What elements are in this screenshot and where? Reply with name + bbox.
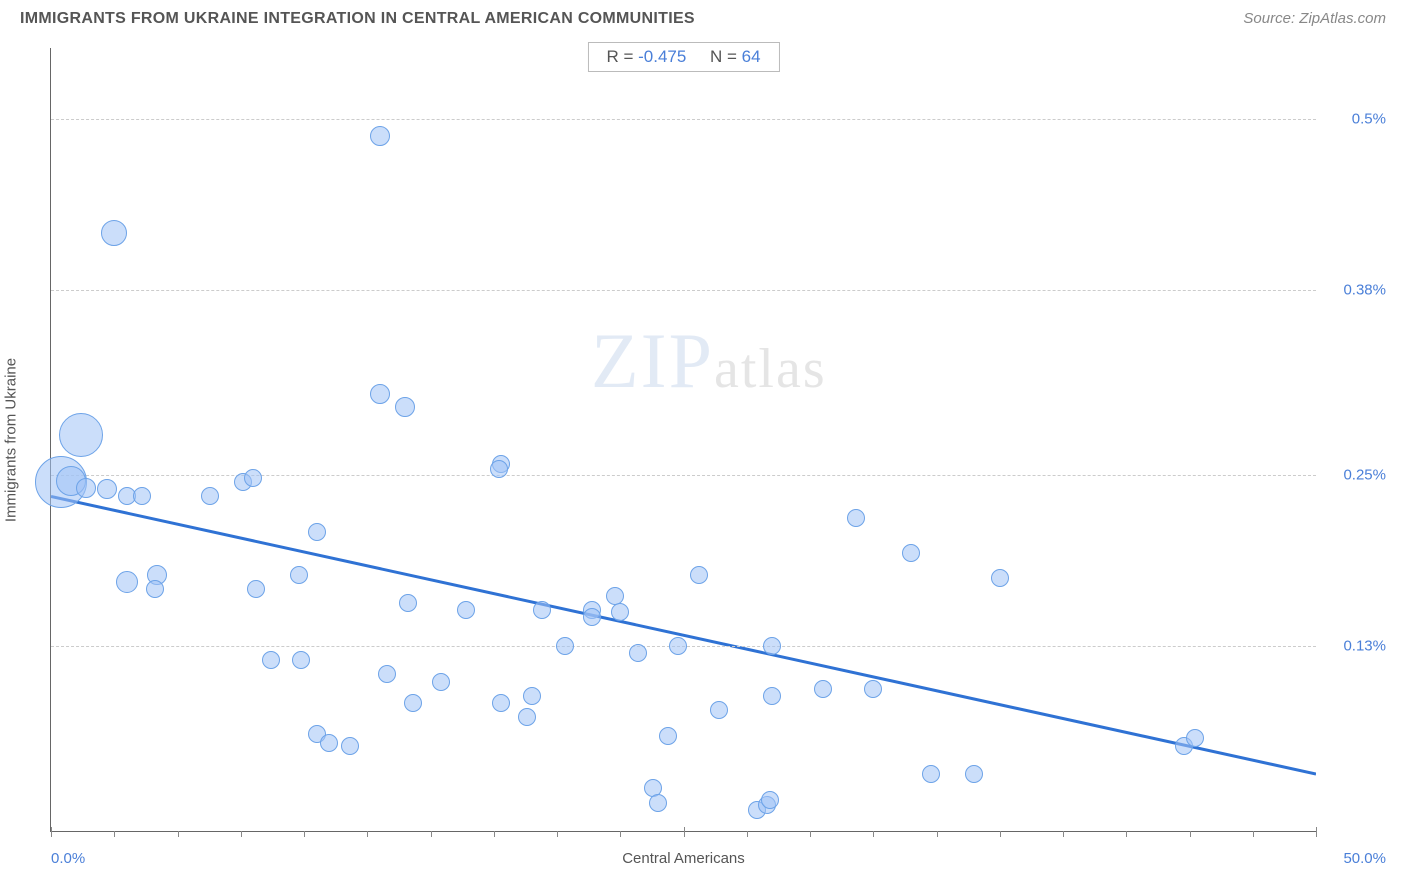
data-point: [710, 701, 728, 719]
x-axis-label: Central Americans: [622, 850, 745, 867]
x-tick: [810, 831, 811, 837]
stats-box: R = -0.475 N = 64: [587, 42, 779, 72]
data-point: [556, 637, 574, 655]
data-point: [533, 601, 551, 619]
watermark-tail: atlas: [714, 338, 827, 400]
data-point: [432, 673, 450, 691]
data-point: [262, 651, 280, 669]
n-value: 64: [742, 47, 761, 66]
data-point: [965, 765, 983, 783]
y-tick-label: 0.25%: [1343, 467, 1386, 484]
data-point: [101, 220, 127, 246]
data-point: [761, 791, 779, 809]
watermark: ZIPatlas: [591, 316, 827, 406]
data-point: [201, 487, 219, 505]
r-value: -0.475: [638, 47, 686, 66]
data-point: [76, 478, 96, 498]
data-point: [320, 734, 338, 752]
data-point: [902, 544, 920, 562]
data-point: [292, 651, 310, 669]
data-point: [991, 569, 1009, 587]
x-tick: [178, 831, 179, 837]
data-point: [59, 413, 103, 457]
n-label: N =: [710, 47, 742, 66]
x-tick: [1253, 831, 1254, 837]
data-point: [244, 469, 262, 487]
data-point: [847, 509, 865, 527]
y-axis-label: Immigrants from Ukraine: [3, 357, 20, 521]
data-point: [690, 566, 708, 584]
gridline: [51, 119, 1316, 120]
data-point: [457, 601, 475, 619]
data-point: [492, 694, 510, 712]
x-tick: [620, 831, 621, 837]
data-point: [669, 637, 687, 655]
data-point: [649, 794, 667, 812]
source-name: ZipAtlas.com: [1299, 10, 1386, 27]
data-point: [399, 594, 417, 612]
x-tick: [1190, 831, 1191, 837]
x-tick: [873, 831, 874, 837]
x-tick: [557, 831, 558, 837]
chart-title: IMMIGRANTS FROM UKRAINE INTEGRATION IN C…: [20, 10, 695, 28]
data-point: [395, 397, 415, 417]
x-tick-label: 0.0%: [51, 850, 85, 867]
scatter-chart: ZIPatlas Immigrants from Ukraine Central…: [50, 48, 1316, 832]
data-point: [370, 384, 390, 404]
x-tick: [1000, 831, 1001, 837]
data-point: [308, 523, 326, 541]
x-tick: [51, 827, 52, 837]
data-point: [864, 680, 882, 698]
data-point: [1186, 729, 1204, 747]
data-point: [611, 603, 629, 621]
data-point: [378, 665, 396, 683]
x-tick: [937, 831, 938, 837]
data-point: [659, 727, 677, 745]
trend-line: [51, 48, 1316, 831]
data-point: [763, 687, 781, 705]
data-point: [629, 644, 647, 662]
x-tick-label: 50.0%: [1343, 850, 1386, 867]
data-point: [133, 487, 151, 505]
data-point: [116, 571, 138, 593]
data-point: [490, 460, 508, 478]
x-tick: [1063, 831, 1064, 837]
y-tick-label: 0.38%: [1343, 282, 1386, 299]
gridline: [51, 290, 1316, 291]
y-tick-label: 0.13%: [1343, 637, 1386, 654]
x-tick: [684, 827, 685, 837]
chart-header: IMMIGRANTS FROM UKRAINE INTEGRATION IN C…: [0, 0, 1406, 34]
data-point: [814, 680, 832, 698]
y-tick-label: 0.5%: [1352, 111, 1386, 128]
data-point: [97, 479, 117, 499]
data-point: [523, 687, 541, 705]
x-tick: [114, 831, 115, 837]
data-point: [922, 765, 940, 783]
data-point: [341, 737, 359, 755]
watermark-main: ZIP: [591, 317, 714, 404]
data-point: [583, 608, 601, 626]
data-point: [247, 580, 265, 598]
data-point: [290, 566, 308, 584]
data-point: [763, 637, 781, 655]
source-prefix: Source:: [1243, 10, 1299, 27]
x-tick: [494, 831, 495, 837]
x-tick: [431, 831, 432, 837]
x-tick: [367, 831, 368, 837]
x-tick: [1316, 827, 1317, 837]
x-tick: [241, 831, 242, 837]
data-point: [404, 694, 422, 712]
data-point: [146, 580, 164, 598]
r-label: R =: [606, 47, 638, 66]
x-tick: [1126, 831, 1127, 837]
data-point: [518, 708, 536, 726]
source-credit: Source: ZipAtlas.com: [1243, 10, 1386, 27]
x-tick: [747, 831, 748, 837]
x-tick: [304, 831, 305, 837]
data-point: [370, 126, 390, 146]
